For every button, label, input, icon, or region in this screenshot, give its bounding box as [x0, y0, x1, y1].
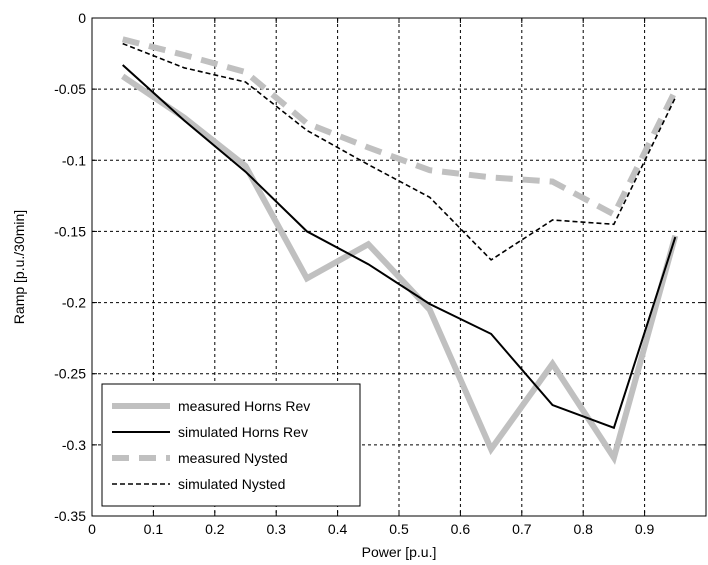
series-line-simulated-nysted: [122, 42, 677, 261]
y-tick-label: -0.35: [54, 508, 86, 524]
axis-ticks: 0 0.1 0.2 0.3 0.4 0.5 0.6 0.7 0.8 0.9 0 -0.05 -0.1 -0…: [54, 10, 706, 537]
series-line-measured-horns-rev: [121, 73, 679, 465]
y-tick-label: 0: [78, 10, 86, 26]
x-tick-label: 0.2: [205, 521, 225, 537]
legend-label-simulated-nysted: simulated Nysted: [178, 476, 285, 492]
x-axis-title: Power [p.u.]: [362, 544, 437, 560]
series-line-simulated-horns-rev: [122, 64, 677, 430]
y-tick-label: -0.05: [54, 81, 86, 97]
x-tick-label: 0.8: [573, 521, 593, 537]
legend: measured Horns Rev simulated Horns Rev mea…: [101, 383, 361, 507]
y-tick-label: -0.1: [62, 152, 86, 168]
x-tick-label: 0.4: [328, 521, 348, 537]
y-tick-label: -0.2: [62, 295, 86, 311]
plot-frame: [91, 17, 707, 517]
y-tick-label: -0.25: [54, 366, 86, 382]
y-axis-title: Ramp [p.u./30min]: [11, 210, 27, 324]
legend-label-simulated-horns-rev: simulated Horns Rev: [178, 424, 308, 440]
legend-label-measured-nysted: measured Nysted: [178, 450, 288, 466]
x-tick-label: 0.9: [635, 521, 655, 537]
legend-label-measured-horns-rev: measured Horns Rev: [178, 398, 310, 414]
x-tick-label: 0: [88, 521, 96, 537]
series-lines: [121, 36, 679, 465]
x-tick-label: 0.5: [389, 521, 409, 537]
x-tick-label: 0.1: [144, 521, 164, 537]
series-line-measured-nysted: [121, 36, 678, 219]
x-tick-label: 0.6: [451, 521, 471, 537]
y-tick-label: -0.3: [62, 437, 86, 453]
x-tick-label: 0.7: [512, 521, 532, 537]
x-tick-label: 0.3: [266, 521, 286, 537]
y-tick-label: -0.15: [54, 223, 86, 239]
